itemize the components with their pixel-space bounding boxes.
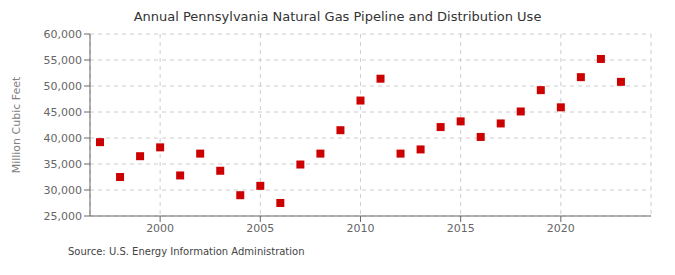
- html-text:Source: U.S. Energy Informatio: Source: U.S. Energy Information Administ…: [68, 246, 305, 257]
- svg-text:2020: 2020: [547, 222, 575, 235]
- svg-text:25,000: 25,000: [44, 210, 83, 223]
- svg-text:45,000: 45,000: [44, 106, 83, 119]
- svg-text:55,000: 55,000: [44, 54, 83, 67]
- svg-text:2000: 2000: [146, 222, 174, 235]
- html-text:Annual Pennsylvania Natural Ga: Annual Pennsylvania Natural Gas Pipeline…: [133, 9, 542, 24]
- svg-text:30,000: 30,000: [44, 184, 83, 197]
- svg-text:50,000: 50,000: [44, 80, 83, 93]
- svg-text:Million Cubic Feet: Million Cubic Feet: [10, 76, 23, 173]
- svg-text:35,000: 35,000: [44, 158, 83, 171]
- svg-text:60,000: 60,000: [44, 28, 83, 41]
- svg-text:2015: 2015: [447, 222, 475, 235]
- svg-text:2010: 2010: [346, 222, 374, 235]
- svg-text:40,000: 40,000: [44, 132, 83, 145]
- svg-text:2005: 2005: [246, 222, 274, 235]
